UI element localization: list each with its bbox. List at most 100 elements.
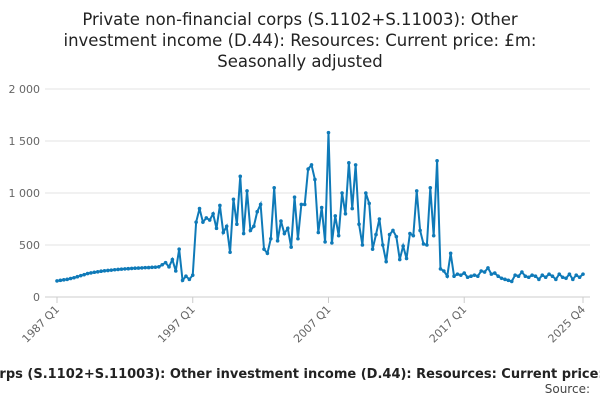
- point: [95, 270, 100, 274]
- point: [533, 274, 538, 279]
- point: [58, 278, 63, 283]
- point: [140, 266, 144, 270]
- point: [89, 271, 93, 275]
- point: [340, 191, 344, 195]
- point: [455, 272, 460, 276]
- point: [401, 244, 405, 248]
- point: [408, 231, 412, 236]
- point: [194, 220, 198, 224]
- point: [102, 268, 107, 273]
- point: [336, 233, 341, 238]
- point: [177, 247, 181, 251]
- point: [78, 273, 83, 278]
- point: [241, 231, 246, 236]
- x-tick-label: 1997 Q1: [155, 303, 198, 346]
- point: [136, 266, 141, 270]
- point: [387, 232, 392, 237]
- point: [306, 167, 310, 171]
- point: [228, 250, 232, 255]
- x-tick-label: 2017 Q1: [427, 303, 470, 346]
- point: [167, 265, 171, 269]
- point: [347, 161, 351, 165]
- point: [109, 268, 114, 272]
- point: [397, 257, 402, 262]
- point: [350, 206, 355, 211]
- point: [550, 274, 555, 279]
- point: [438, 267, 443, 271]
- point: [106, 268, 110, 273]
- point: [377, 217, 382, 221]
- point: [190, 273, 195, 277]
- point: [431, 233, 436, 238]
- point: [211, 212, 215, 216]
- point: [214, 226, 219, 231]
- point: [353, 163, 358, 167]
- point: [119, 267, 124, 271]
- point: [394, 234, 399, 239]
- point: [255, 209, 260, 214]
- point: [370, 247, 375, 251]
- point: [520, 270, 524, 274]
- point: [197, 206, 202, 211]
- point: [235, 222, 239, 226]
- x-tick-label: 1987 Q1: [20, 303, 63, 346]
- point: [506, 278, 511, 283]
- point: [150, 265, 154, 270]
- point: [567, 272, 572, 276]
- point: [554, 277, 558, 282]
- point: [513, 273, 517, 277]
- point: [523, 274, 528, 279]
- y-tick-label: 0: [33, 291, 40, 304]
- point: [207, 218, 212, 222]
- point: [248, 228, 253, 233]
- point: [326, 130, 331, 135]
- point: [330, 241, 334, 245]
- point: [224, 224, 229, 229]
- point: [445, 274, 450, 279]
- point: [574, 273, 579, 277]
- point: [99, 269, 103, 274]
- point: [218, 203, 222, 208]
- point: [65, 277, 69, 282]
- point: [472, 273, 477, 277]
- point: [414, 189, 419, 193]
- point: [313, 177, 317, 182]
- point: [367, 201, 372, 206]
- point: [292, 195, 297, 199]
- point: [299, 202, 304, 207]
- point: [418, 228, 422, 233]
- point: [316, 230, 321, 235]
- y-tick-label: 1 000: [9, 187, 41, 200]
- point: [581, 272, 585, 276]
- point: [262, 247, 266, 251]
- point: [364, 191, 368, 195]
- point: [516, 274, 521, 279]
- point: [92, 270, 97, 275]
- point: [557, 272, 562, 276]
- point: [459, 273, 463, 277]
- point: [268, 236, 273, 241]
- point: [143, 265, 148, 270]
- point: [238, 174, 243, 179]
- point: [428, 186, 433, 190]
- point: [540, 273, 545, 277]
- point: [272, 186, 276, 190]
- point: [129, 266, 134, 271]
- point: [82, 272, 86, 277]
- point: [146, 265, 151, 270]
- point: [469, 274, 473, 279]
- point: [245, 189, 249, 193]
- point: [499, 276, 504, 281]
- point: [564, 276, 568, 281]
- point: [112, 267, 117, 272]
- x-tick-label: 2025 Q4: [546, 303, 589, 346]
- point: [184, 274, 188, 279]
- point: [204, 216, 209, 220]
- point: [123, 267, 127, 271]
- point: [577, 275, 582, 280]
- point: [68, 276, 73, 281]
- point: [482, 270, 487, 274]
- point: [384, 259, 388, 264]
- point: [452, 274, 456, 279]
